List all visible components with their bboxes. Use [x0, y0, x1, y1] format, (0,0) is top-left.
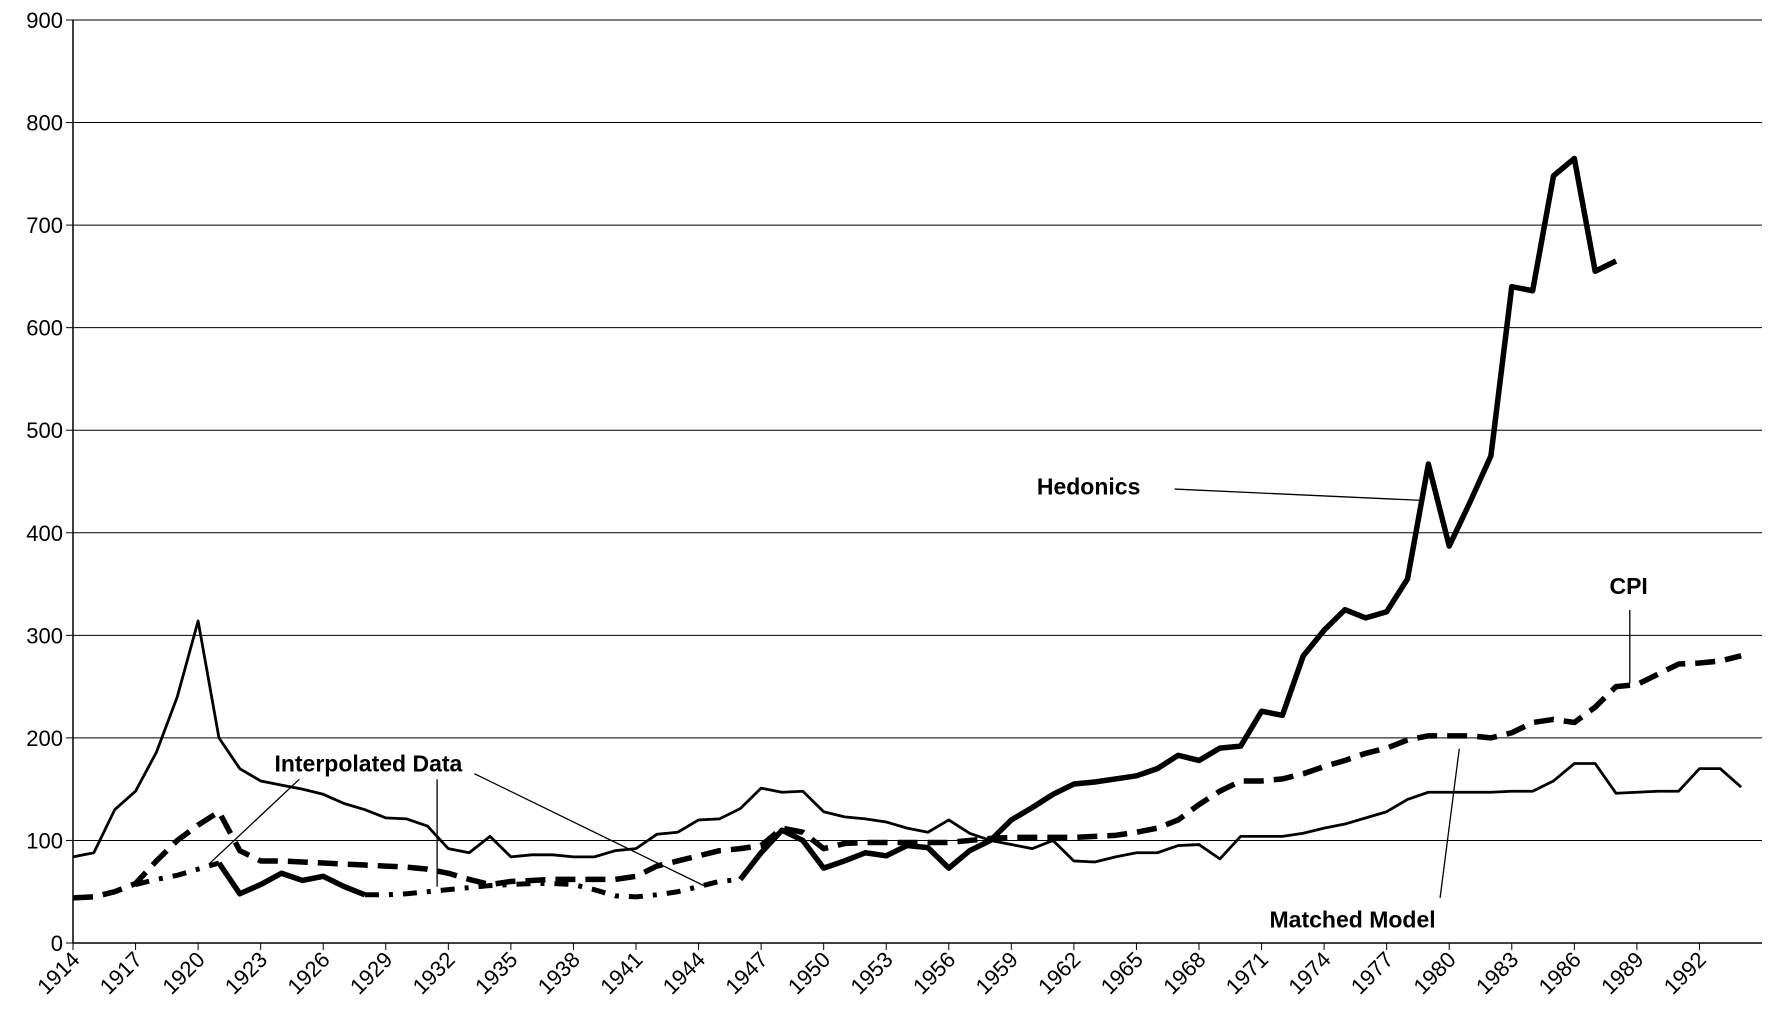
y-tick-label: 500 [26, 418, 63, 443]
x-tick-label: 1980 [1408, 947, 1460, 999]
x-tick-label: 1944 [658, 947, 710, 999]
y-tick-label: 400 [26, 521, 63, 546]
x-tick-label: 1977 [1346, 947, 1398, 999]
x-tick-label: 1986 [1534, 947, 1586, 999]
y-tick-label: 800 [26, 111, 63, 136]
x-tick-label: 1959 [971, 947, 1023, 999]
leader-line [208, 778, 300, 865]
x-tick-label: 1956 [908, 947, 960, 999]
y-tick-label: 700 [26, 213, 63, 238]
x-tick-label: 1974 [1283, 947, 1335, 999]
x-tick-label: 1992 [1659, 947, 1711, 999]
y-tick-label: 600 [26, 316, 63, 341]
x-tick-label: 1920 [157, 947, 209, 999]
series-label: Hedonics [1037, 474, 1141, 500]
x-tick-label: 1953 [845, 947, 897, 999]
x-tick-label: 1935 [470, 947, 522, 999]
y-tick-label: 900 [26, 8, 63, 33]
x-tick-label: 1971 [1221, 947, 1273, 999]
series-line [216, 155, 1618, 898]
x-tick-label: 1941 [595, 947, 647, 999]
x-tick-label: 1962 [1033, 947, 1085, 999]
series-line [134, 860, 741, 900]
series-label: CPI [1609, 573, 1647, 599]
x-tick-label: 1917 [95, 947, 147, 999]
y-tick-label: 200 [26, 726, 63, 751]
x-tick-label: 1989 [1596, 947, 1648, 999]
y-tick-label: 0 [51, 931, 63, 956]
leader-line [1439, 748, 1460, 899]
x-tick-label: 1923 [220, 947, 272, 999]
x-tick-label: 1932 [408, 947, 460, 999]
leader-line [474, 773, 707, 888]
x-tick-label: 1947 [720, 947, 772, 999]
x-tick-label: 1983 [1471, 947, 1523, 999]
leader-line [1174, 488, 1421, 502]
x-tick-label: 1914 [32, 947, 84, 999]
series-line [72, 619, 1743, 864]
series-line [72, 653, 1742, 901]
series-label: Matched Model [1270, 906, 1436, 932]
x-tick-label: 1938 [533, 947, 585, 999]
x-tick-label: 1965 [1096, 947, 1148, 999]
x-tick-label: 1926 [282, 947, 334, 999]
series-label: Interpolated Data [274, 750, 462, 776]
x-tick-label: 1968 [1158, 947, 1210, 999]
x-tick-label: 1950 [783, 947, 835, 999]
x-tick-label: 1929 [345, 947, 397, 999]
y-tick-label: 100 [26, 828, 63, 853]
y-tick-label: 300 [26, 623, 63, 648]
